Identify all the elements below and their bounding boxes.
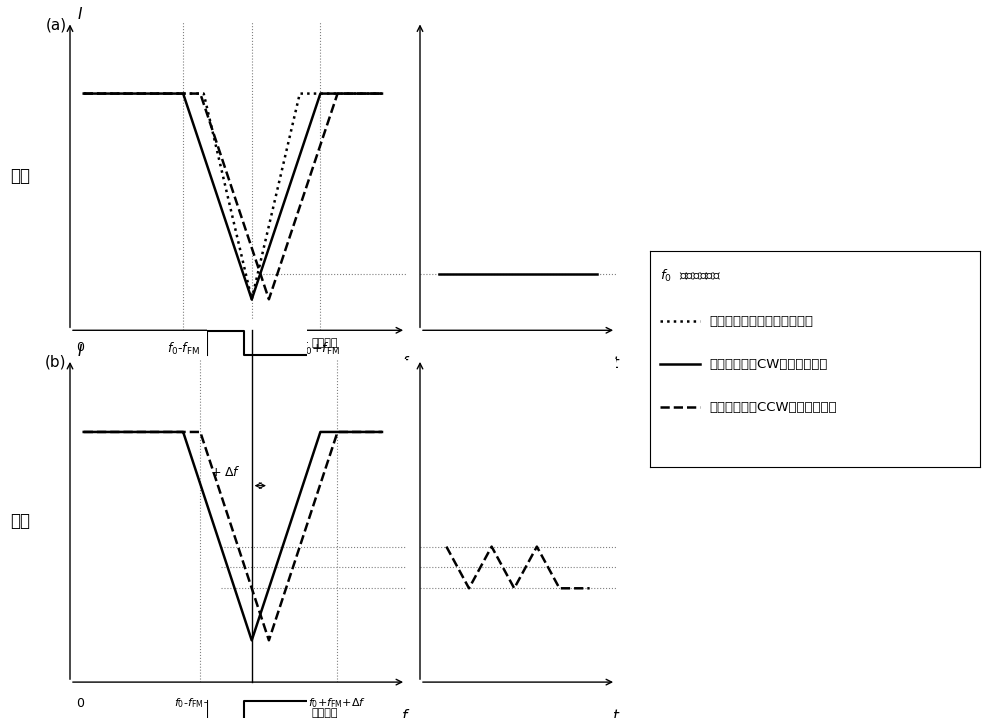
Text: (a): (a) — [45, 17, 67, 32]
Text: $f_0$  光源锁定频率: $f_0$ 光源锁定频率 — [660, 268, 721, 284]
Text: 0: 0 — [76, 696, 84, 709]
Text: $I$: $I$ — [77, 343, 83, 359]
Text: $f_0$-$f_{\rm FM}$: $f_0$-$f_{\rm FM}$ — [167, 340, 200, 357]
Text: $t$: $t$ — [612, 355, 620, 371]
Text: 频率调制: 频率调制 — [312, 338, 338, 348]
Text: 检测: 检测 — [10, 511, 30, 530]
Text: 锁频: 锁频 — [10, 167, 30, 185]
Text: 0: 0 — [76, 340, 84, 353]
Text: $f_0$+$f_{\rm FM}$+$\Delta f$: $f_0$+$f_{\rm FM}$+$\Delta f$ — [308, 696, 367, 711]
Text: $f_0$: $f_0$ — [246, 340, 257, 357]
Text: + Δ$f$: + Δ$f$ — [210, 465, 241, 479]
Text: $f_0$-$f_{\rm FM}$+$\Delta f$: $f_0$-$f_{\rm FM}$+$\Delta f$ — [174, 696, 227, 711]
Text: 未加调制时谐振腔的谐振曲线: 未加调制时谐振腔的谐振曲线 — [709, 314, 813, 328]
Text: $f$: $f$ — [401, 708, 411, 718]
Text: 频率调制: 频率调制 — [312, 708, 338, 717]
Text: $f$: $f$ — [401, 355, 411, 371]
Text: $f_0$+$f_{\rm FM}$: $f_0$+$f_{\rm FM}$ — [301, 340, 340, 357]
Text: 加腔内调制后CW路的谐振曲线: 加腔内调制后CW路的谐振曲线 — [709, 358, 828, 371]
Text: $t$: $t$ — [612, 708, 620, 718]
Text: (b): (b) — [45, 355, 67, 370]
Text: $I$: $I$ — [77, 6, 83, 22]
Text: 加腔内调制后CCW路的谐振曲线: 加腔内调制后CCW路的谐振曲线 — [709, 401, 837, 414]
